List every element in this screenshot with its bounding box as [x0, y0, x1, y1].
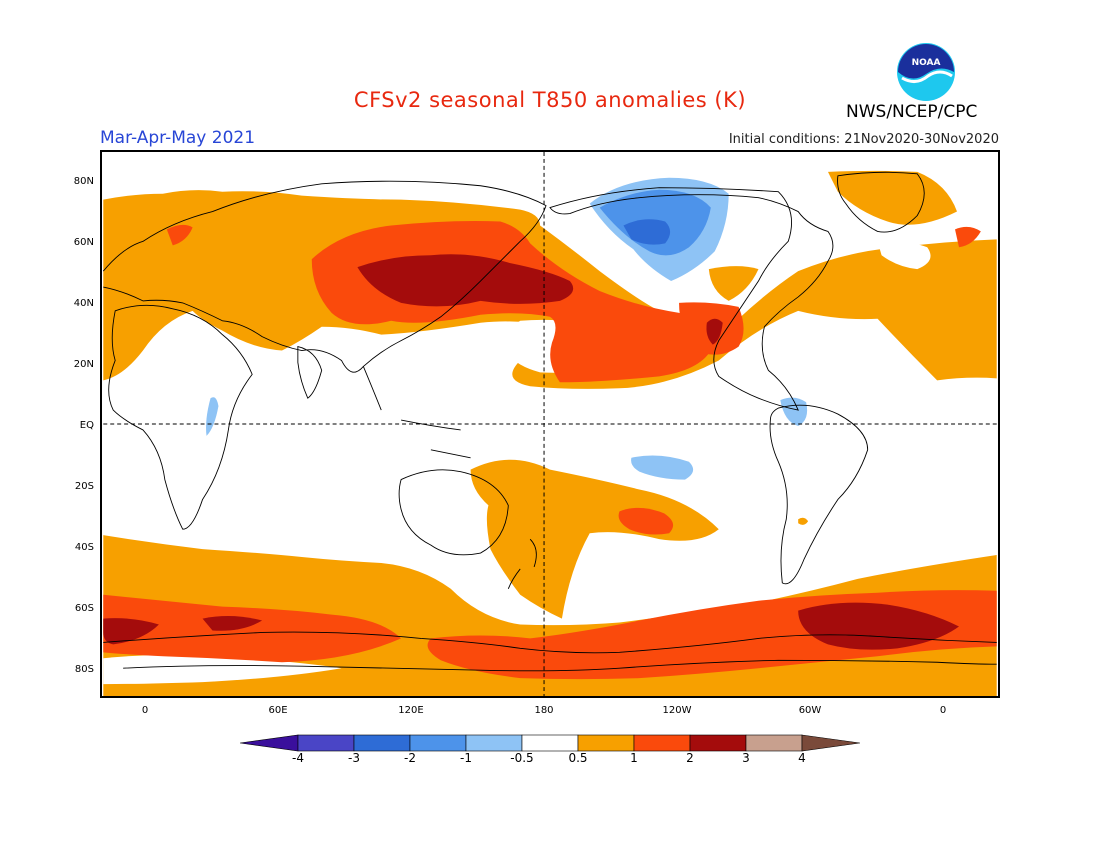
lon-label: 0	[141, 705, 149, 716]
colorbar-segment	[521, 734, 579, 752]
colorbar-segment	[801, 734, 860, 752]
lat-label: 80N	[73, 176, 94, 187]
lon-label: 120E	[398, 705, 424, 716]
lat-label: 20S	[74, 481, 94, 492]
colorbar-label: 1	[630, 751, 638, 765]
colorbar-label: 0.5	[568, 751, 588, 765]
colorbar-segment	[353, 734, 411, 752]
map-title: CFSv2 seasonal T850 anomalies (K)	[353, 88, 747, 112]
colorbar	[240, 734, 860, 752]
colorbar-segment	[297, 734, 355, 752]
lon-label: 120W	[662, 705, 692, 716]
lon-label: 0	[939, 705, 947, 716]
lat-label: 20N	[73, 359, 94, 370]
noaa-logo: NOAA	[897, 43, 955, 101]
lon-label: 60E	[268, 705, 288, 716]
anomaly-negative-regions	[206, 177, 808, 480]
colorbar-label: -4	[292, 751, 304, 765]
colorbar-segment	[745, 734, 803, 752]
noaa-logo-text: NOAA	[912, 58, 941, 68]
colorbar-label: -1	[460, 751, 472, 765]
colorbar-segment	[577, 734, 635, 752]
agency-label: NWS/NCEP/CPC	[846, 102, 978, 122]
coastlines	[102, 171, 997, 672]
colorbar-segment	[409, 734, 467, 752]
map-panel	[100, 150, 1000, 698]
colorbar-segment	[240, 734, 299, 752]
colorbar-label: 3	[742, 751, 750, 765]
initial-conditions-label: Initial conditions: 21Nov2020-30Nov2020	[728, 132, 999, 147]
lat-label: 40N	[73, 298, 94, 309]
lat-label: 60S	[74, 603, 94, 614]
colorbar-label: 4	[798, 751, 806, 765]
colorbar-segment	[689, 734, 747, 752]
lat-label: 60N	[73, 237, 94, 248]
colorbar-label: -0.5	[510, 751, 534, 765]
colorbar-label: -3	[348, 751, 360, 765]
lon-label: 60W	[798, 705, 822, 716]
colorbar-segment	[465, 734, 523, 752]
colorbar-label: -2	[404, 751, 416, 765]
season-label: Mar-Apr-May 2021	[100, 128, 256, 148]
lat-label: 40S	[74, 542, 94, 553]
colorbar-label: 2	[686, 751, 694, 765]
anomaly-map	[102, 152, 997, 696]
anomaly-2-3-regions	[103, 254, 959, 650]
lat-label: EQ	[79, 420, 94, 431]
colorbar-segment	[633, 734, 691, 752]
lon-label: 180	[534, 705, 554, 716]
lat-label: 80S	[74, 664, 94, 675]
